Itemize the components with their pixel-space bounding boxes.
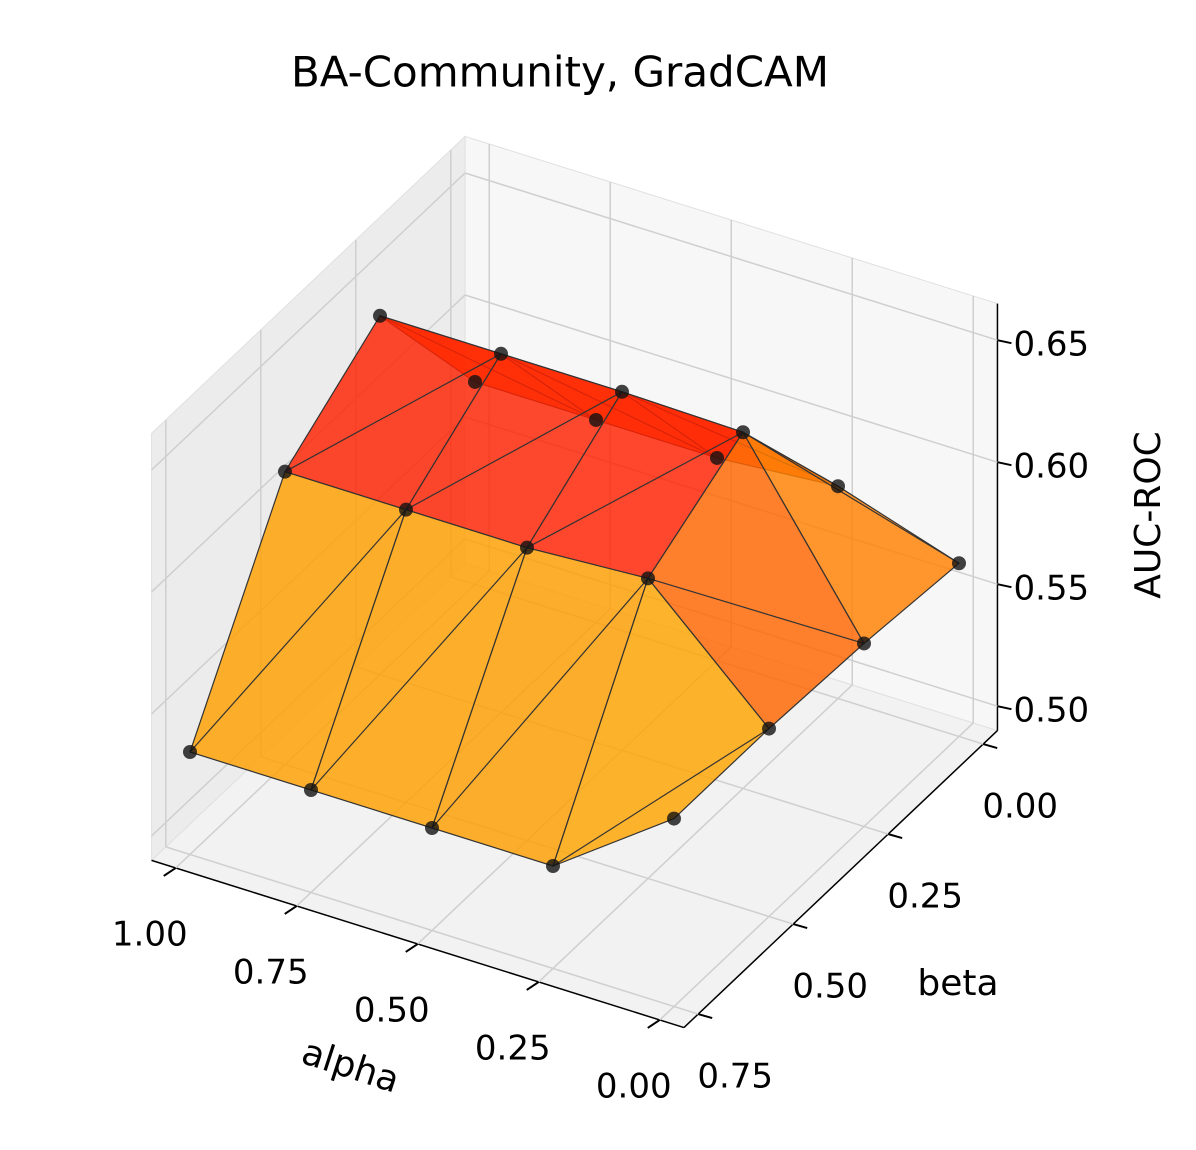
data-point [641, 571, 655, 586]
data-point [762, 721, 776, 736]
tick-mark [997, 583, 1012, 589]
grid-line [464, 172, 998, 341]
tick-mark [997, 339, 1012, 345]
data-point [183, 745, 197, 759]
data-point [589, 412, 603, 427]
x-tick-label: 0.25 [475, 1028, 551, 1068]
y-tick-label: 0.50 [792, 967, 868, 1007]
x-tick-label: 0.75 [233, 952, 309, 992]
data-point [373, 308, 387, 323]
data-point [857, 636, 871, 651]
z-tick-label: 0.60 [1013, 447, 1089, 487]
face-diagonal [742, 431, 960, 564]
z-tick-label: 0.50 [1013, 691, 1089, 731]
tick-mark [792, 923, 808, 930]
grid-line [464, 294, 998, 463]
tick-mark [163, 867, 177, 877]
tick-mark [997, 461, 1012, 467]
face-diagonal [526, 431, 744, 549]
data-point [278, 464, 292, 479]
data-point [304, 783, 318, 797]
data-point [831, 479, 845, 494]
y-tick-label: 0.75 [697, 1057, 773, 1097]
data-point [615, 384, 629, 399]
tick-mark [526, 981, 540, 991]
grid-line [659, 722, 974, 1021]
data-point [399, 502, 413, 517]
face-diagonal [405, 391, 623, 511]
data-point [468, 374, 482, 389]
tick-mark [887, 833, 903, 840]
grid-line [538, 684, 853, 983]
x-axis-label: alpha [297, 1032, 405, 1102]
face-diagonal [310, 547, 528, 791]
data-point [710, 450, 724, 465]
face-diagonal [189, 509, 407, 753]
face-diagonal [284, 353, 502, 473]
tick-mark [982, 743, 998, 750]
y-tick-label: 0.25 [887, 877, 963, 917]
data-point [546, 859, 560, 873]
chart-title: BA-Community, GradCAM [291, 48, 829, 97]
z-tick-label: 0.65 [1013, 325, 1089, 365]
x-tick-label: 0.00 [596, 1066, 672, 1106]
z-tick-label: 0.55 [1013, 569, 1089, 609]
grid-line [165, 846, 699, 1015]
data-point [952, 556, 966, 571]
data-point [736, 425, 750, 440]
tick-mark [405, 943, 419, 953]
data-point [520, 540, 534, 555]
tick-mark [697, 1013, 713, 1020]
x-tick-label: 0.50 [354, 990, 430, 1030]
tick-mark [997, 705, 1012, 711]
z-axis-label: AUC-ROC [1128, 431, 1169, 599]
data-point [494, 346, 508, 361]
face-diagonal [431, 577, 649, 829]
y-axis-label: beta [917, 963, 998, 1004]
x-tick-label: 1.00 [112, 914, 188, 954]
grid-line [151, 172, 466, 471]
tick-mark [647, 1019, 661, 1029]
y-tick-label: 0.00 [982, 787, 1058, 827]
data-point [667, 811, 681, 826]
tick-mark [284, 905, 298, 915]
face-diagonal [647, 577, 865, 645]
data-point [425, 821, 439, 835]
face-diagonal [552, 728, 770, 867]
y-axis-line [683, 730, 998, 1029]
